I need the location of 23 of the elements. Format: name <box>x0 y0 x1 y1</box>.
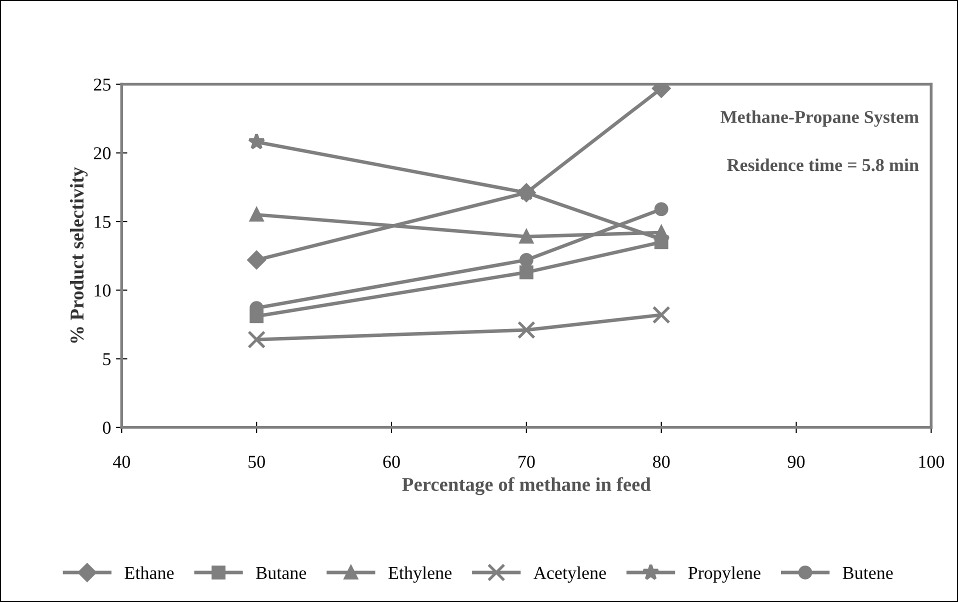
y-tick-label: 5 <box>103 353 111 366</box>
legend-label: Butane <box>256 567 306 580</box>
legend-label: Propylene <box>688 566 760 583</box>
x-tick-label: 80 <box>653 456 670 468</box>
x-tick-label: 40 <box>112 456 130 468</box>
y-tick-label: 25 <box>94 78 111 91</box>
y-tick-label: 10 <box>94 284 111 297</box>
y-axis-title: % Product selectivity <box>70 167 88 343</box>
legend-label: Ethane <box>124 566 174 580</box>
x-axis-title: Percentage of methane in feed <box>402 477 651 496</box>
annotation: Methane-Propane System <box>720 110 919 127</box>
x-tick-label: 50 <box>248 456 265 468</box>
x-tick-label: 90 <box>788 456 805 468</box>
x-tick-label: 70 <box>518 456 535 468</box>
x-tick-label: 60 <box>383 456 400 468</box>
legend-label: Butene <box>842 567 893 580</box>
annotation: Residence time = 5.8 min <box>727 158 919 172</box>
y-tick-label: 0 <box>102 422 111 434</box>
y-tick-label: 15 <box>94 216 111 228</box>
y-tick-label: 20 <box>94 147 111 160</box>
x-tick-label: 100 <box>919 456 944 468</box>
legend-label: Ethylene <box>388 566 452 583</box>
legend-label: Acetylene <box>534 566 606 583</box>
